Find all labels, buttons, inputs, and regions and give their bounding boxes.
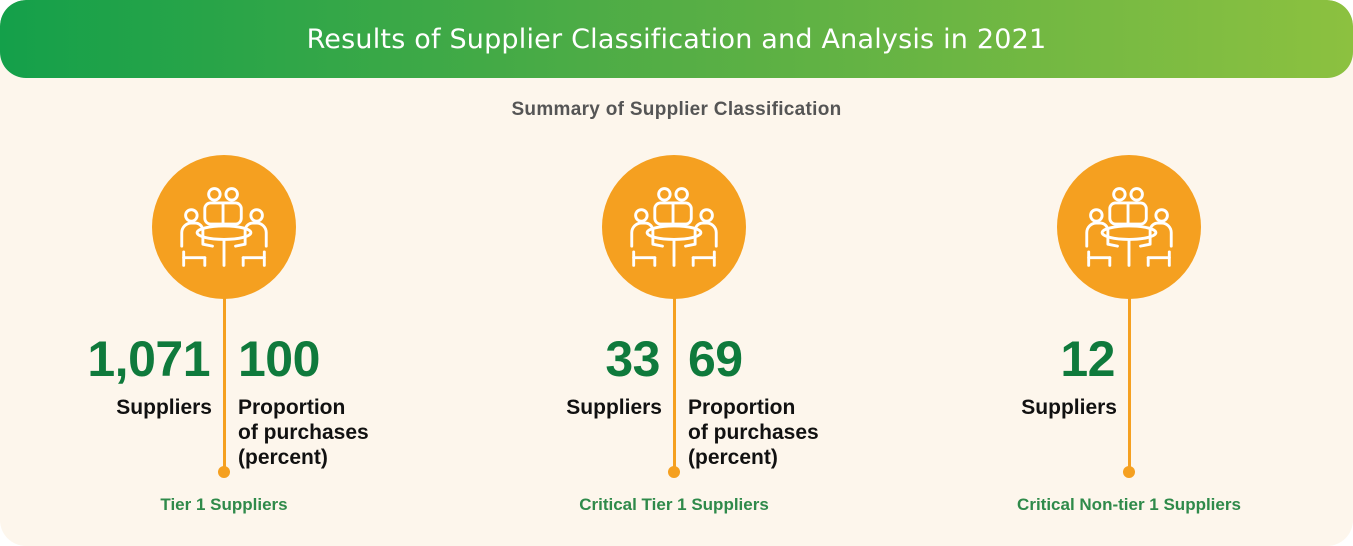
page-title: Results of Supplier Classification and A…: [306, 23, 1047, 55]
supplier-count-label: Suppliers: [566, 396, 662, 419]
connector-dot: [1123, 466, 1135, 478]
supplier-count-label: Suppliers: [1021, 396, 1117, 419]
purchase-proportion-label: Proportion of purchases (percent): [238, 396, 369, 469]
tier-label: Critical Non-tier 1 Suppliers: [1017, 495, 1241, 514]
purchase-proportion: 100: [238, 331, 320, 387]
group-circle: [152, 155, 296, 299]
group-circle: [1057, 155, 1201, 299]
connector-line: [673, 297, 676, 472]
meeting-people-icon: [626, 177, 722, 278]
group-circle: [602, 155, 746, 299]
supplier-count: 12: [1060, 331, 1115, 387]
tier-label: Tier 1 Suppliers: [160, 495, 288, 514]
connector-dot: [218, 466, 230, 478]
supplier-count-label: Suppliers: [116, 396, 212, 419]
section-subtitle: Summary of Supplier Classification: [511, 99, 842, 120]
connector-line: [1128, 297, 1131, 472]
meeting-people-icon: [1081, 177, 1177, 278]
purchase-proportion-label: Proportion of purchases (percent): [688, 396, 819, 469]
supplier-count: 33: [605, 331, 660, 387]
supplier-count: 1,071: [87, 331, 210, 387]
title-banner: Results of Supplier Classification and A…: [0, 0, 1353, 78]
meeting-people-icon: [176, 177, 272, 278]
purchase-proportion: 69: [688, 331, 743, 387]
connector-dot: [668, 466, 680, 478]
connector-line: [223, 297, 226, 472]
tier-label: Critical Tier 1 Suppliers: [579, 495, 769, 514]
